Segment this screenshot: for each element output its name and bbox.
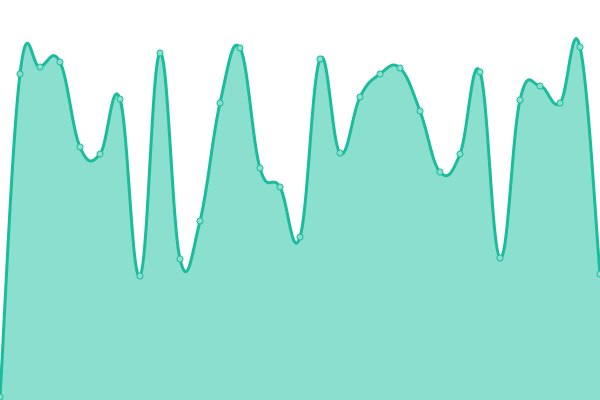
data-point [276, 183, 284, 191]
data-markers [0, 43, 600, 400]
data-point [476, 68, 484, 76]
data-point [356, 93, 364, 101]
data-point [516, 96, 524, 104]
data-point [416, 107, 424, 115]
data-point [316, 55, 324, 63]
data-point [556, 99, 564, 107]
data-point [16, 70, 24, 78]
data-point [256, 164, 264, 172]
data-point [336, 149, 344, 157]
data-point [116, 95, 124, 103]
data-point [576, 43, 584, 51]
data-point [596, 270, 600, 278]
data-point [156, 49, 164, 57]
data-point [216, 99, 224, 107]
data-point [236, 44, 244, 52]
data-point [496, 254, 504, 262]
data-point [396, 64, 404, 72]
data-point [456, 150, 464, 158]
data-point [376, 70, 384, 78]
data-point [436, 168, 444, 176]
data-point [196, 217, 204, 225]
data-point [296, 233, 304, 241]
data-point [36, 63, 44, 71]
data-point [96, 150, 104, 158]
area-fill [0, 38, 600, 400]
data-point [56, 58, 64, 66]
data-point [0, 393, 4, 400]
data-point [176, 255, 184, 263]
data-point [136, 272, 144, 280]
data-point [76, 143, 84, 151]
data-point [536, 82, 544, 90]
